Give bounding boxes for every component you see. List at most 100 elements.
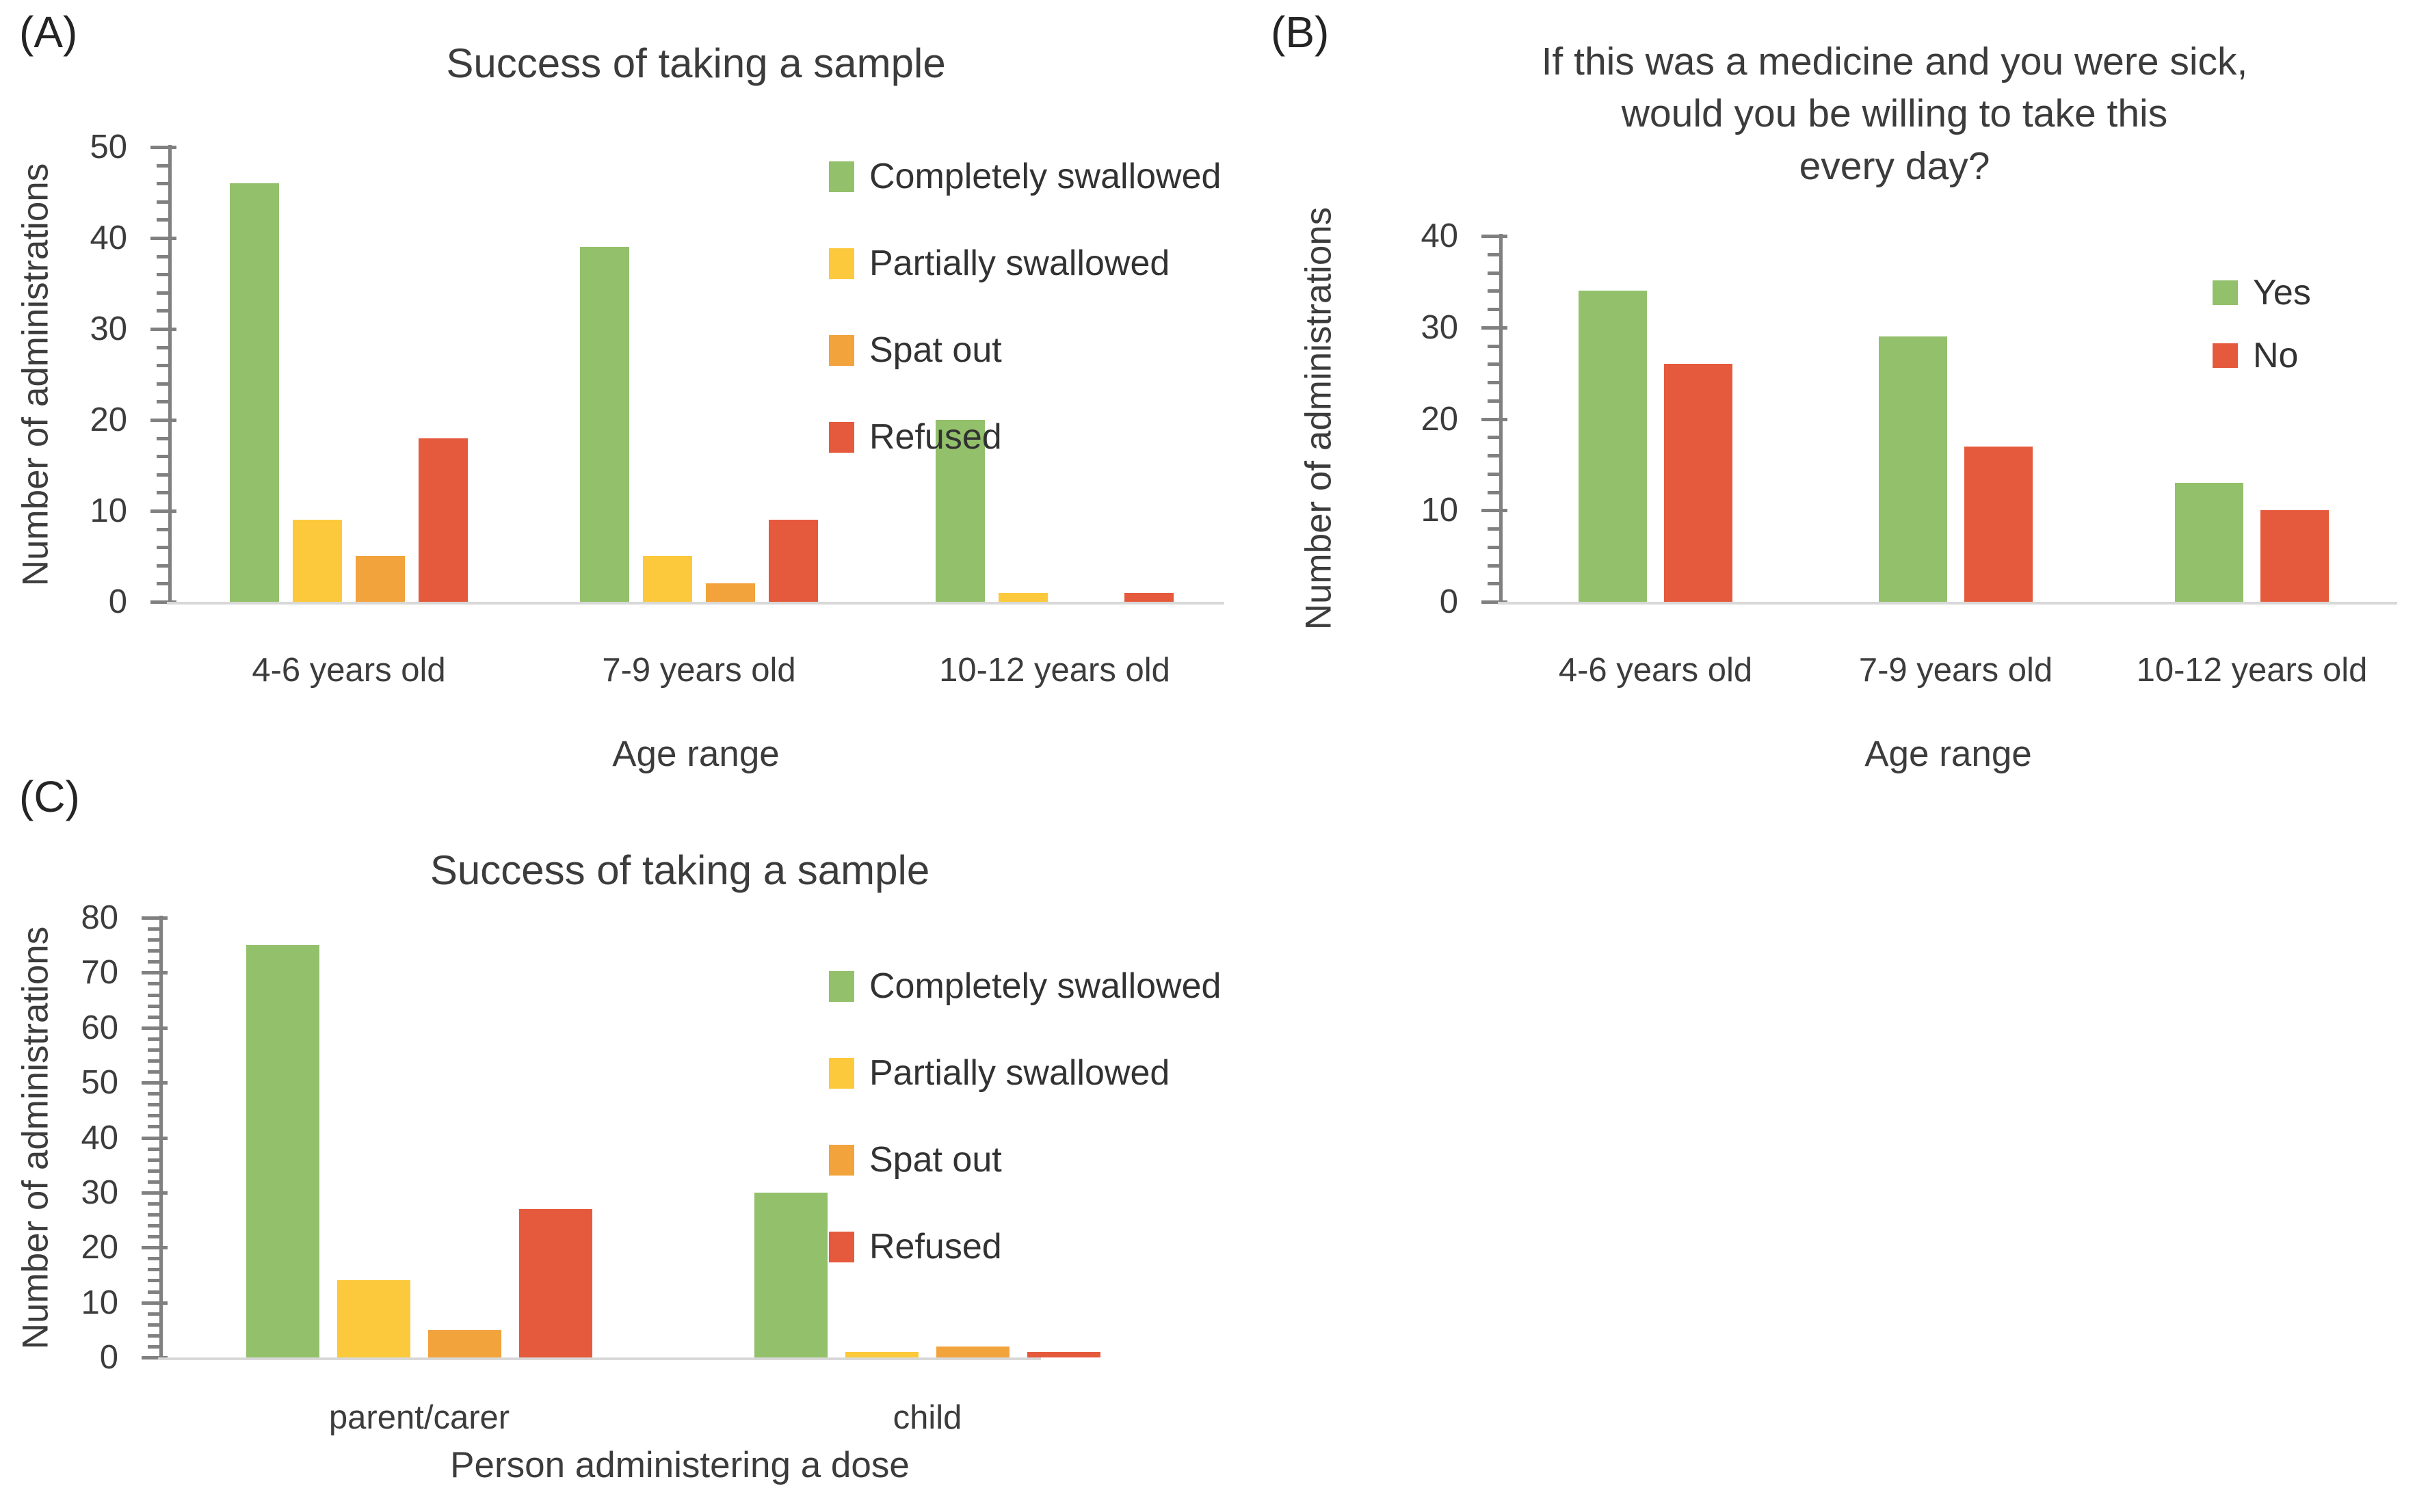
y-minor-tick bbox=[1488, 381, 1499, 384]
legend-item-spat-out: Spat out bbox=[829, 330, 1002, 371]
bar-partially-swallowed-10-12-years-old bbox=[999, 593, 1048, 602]
legend-swatch-yes bbox=[2213, 280, 2238, 305]
y-major-tick bbox=[1481, 600, 1507, 604]
y-minor-tick bbox=[148, 1312, 159, 1316]
bar-completely-swallowed-parent-carer bbox=[246, 945, 319, 1357]
y-major-tick bbox=[142, 916, 168, 920]
chart-c-x-axis-title: Person administering a dose bbox=[450, 1445, 910, 1485]
bar-completely-swallowed-child bbox=[754, 1193, 828, 1357]
y-minor-tick bbox=[157, 491, 168, 494]
legend-item-refused: Refused bbox=[829, 416, 1002, 457]
y-minor-tick bbox=[148, 982, 159, 985]
bar-spat-out-7-9-years-old bbox=[706, 583, 755, 602]
y-major-tick bbox=[1481, 235, 1507, 238]
y-major-tick bbox=[142, 1301, 168, 1305]
y-minor-tick bbox=[1488, 253, 1499, 256]
legend-swatch-spat-out bbox=[829, 1144, 854, 1176]
legend-swatch-no bbox=[2213, 343, 2238, 368]
y-minor-tick bbox=[157, 182, 168, 185]
x-category-label-child: child bbox=[893, 1399, 962, 1436]
y-minor-tick bbox=[157, 382, 168, 386]
x-category-label-4-6-years-old: 4-6 years old bbox=[1558, 652, 1753, 689]
bar-partially-swallowed-child bbox=[845, 1352, 919, 1357]
chart-panel-a: (A) Success of taking a sample Number of… bbox=[0, 0, 1258, 800]
y-minor-tick bbox=[1488, 436, 1499, 439]
y-minor-tick bbox=[148, 1070, 159, 1074]
legend-swatch-partially-swallowed bbox=[829, 1057, 854, 1089]
y-minor-tick bbox=[157, 273, 168, 276]
x-category-label-10-12-years-old: 10-12 years old bbox=[939, 652, 1170, 689]
bar-refused-7-9-years-old bbox=[769, 520, 818, 602]
y-tick-label: 40 bbox=[90, 220, 127, 256]
y-tick-label: 30 bbox=[81, 1174, 118, 1211]
bar-refused-10-12-years-old bbox=[1124, 593, 1174, 602]
y-tick-label: 20 bbox=[1421, 401, 1458, 438]
y-major-tick bbox=[1481, 509, 1507, 512]
y-minor-tick bbox=[148, 949, 159, 953]
bar-spat-out-4-6-years-old bbox=[356, 556, 405, 602]
y-tick-label: 20 bbox=[90, 401, 127, 438]
chart-b-title-line-2: would you be willing to take this bbox=[1621, 92, 2168, 136]
chart-b-title: If this was a medicine and you were sick… bbox=[1423, 36, 2366, 192]
panel-label-b: (B) bbox=[1271, 8, 1330, 57]
y-minor-tick bbox=[157, 309, 168, 313]
y-minor-tick bbox=[1488, 399, 1499, 403]
y-minor-tick bbox=[148, 1224, 159, 1228]
y-minor-tick bbox=[157, 255, 168, 258]
y-major-tick bbox=[150, 419, 176, 422]
y-minor-tick bbox=[148, 1158, 159, 1162]
y-minor-tick bbox=[1488, 271, 1499, 275]
y-minor-tick bbox=[157, 164, 168, 168]
y-minor-tick bbox=[148, 1059, 159, 1063]
y-minor-tick bbox=[148, 1290, 159, 1294]
bar-completely-swallowed-7-9-years-old bbox=[580, 247, 629, 602]
bar-completely-swallowed-10-12-years-old bbox=[936, 420, 985, 602]
y-tick-label: 80 bbox=[81, 899, 118, 936]
y-major-tick bbox=[150, 509, 176, 513]
y-minor-tick bbox=[1488, 527, 1499, 531]
y-minor-tick bbox=[148, 1180, 159, 1184]
y-major-tick bbox=[142, 1026, 168, 1030]
legend-item-partially-swallowed: Partially swallowed bbox=[829, 243, 1170, 284]
y-major-tick bbox=[150, 237, 176, 240]
legend-label-spat-out: Spat out bbox=[869, 1140, 1002, 1180]
y-tick-label: 30 bbox=[1421, 309, 1458, 346]
y-major-tick bbox=[142, 1081, 168, 1085]
y-tick-label: 60 bbox=[81, 1009, 118, 1046]
bar-yes-4-6-years-old bbox=[1579, 291, 1647, 602]
y-axis-line bbox=[168, 145, 172, 605]
y-minor-tick bbox=[148, 960, 159, 964]
y-major-tick bbox=[1481, 326, 1507, 330]
x-axis-line bbox=[167, 602, 1224, 605]
bar-refused-child bbox=[1027, 1352, 1100, 1357]
chart-a-plot-area: 0 10 20 30 40 50 4-6 years old 7-9 years old 10-… bbox=[0, 0, 1258, 800]
y-minor-tick bbox=[148, 1169, 159, 1173]
y-minor-tick bbox=[148, 1268, 159, 1271]
legend-item-spat-out: Spat out bbox=[829, 1139, 1002, 1180]
y-minor-tick bbox=[148, 1125, 159, 1128]
panel-label-a: (A) bbox=[19, 8, 78, 57]
panel-label-c: (C) bbox=[19, 772, 80, 821]
y-minor-tick bbox=[148, 1235, 159, 1238]
bar-partially-swallowed-4-6-years-old bbox=[293, 520, 342, 602]
y-minor-tick bbox=[148, 1103, 159, 1106]
y-minor-tick bbox=[157, 400, 168, 403]
chart-c-title: Success of taking a sample bbox=[430, 847, 930, 893]
y-tick-label: 40 bbox=[81, 1119, 118, 1156]
bar-no-10-12-years-old bbox=[2260, 510, 2329, 602]
y-major-tick bbox=[150, 328, 176, 331]
y-major-tick bbox=[142, 1246, 168, 1249]
y-minor-tick bbox=[157, 346, 168, 349]
chart-a-x-axis-title: Age range bbox=[612, 734, 780, 774]
legend-label-partially-swallowed: Partially swallowed bbox=[869, 1053, 1170, 1093]
y-minor-tick bbox=[1488, 473, 1499, 476]
y-tick-label: 30 bbox=[90, 310, 127, 347]
y-tick-label: 40 bbox=[1421, 217, 1458, 254]
legend-label-refused: Refused bbox=[869, 417, 1002, 457]
y-major-tick bbox=[142, 1356, 168, 1360]
legend-swatch-partially-swallowed bbox=[829, 248, 854, 279]
y-minor-tick bbox=[157, 437, 168, 440]
legend-label-completely-swallowed: Completely swallowed bbox=[869, 157, 1222, 196]
bar-partially-swallowed-parent-carer bbox=[337, 1280, 410, 1357]
x-category-label-parent-carer: parent/carer bbox=[328, 1399, 510, 1436]
